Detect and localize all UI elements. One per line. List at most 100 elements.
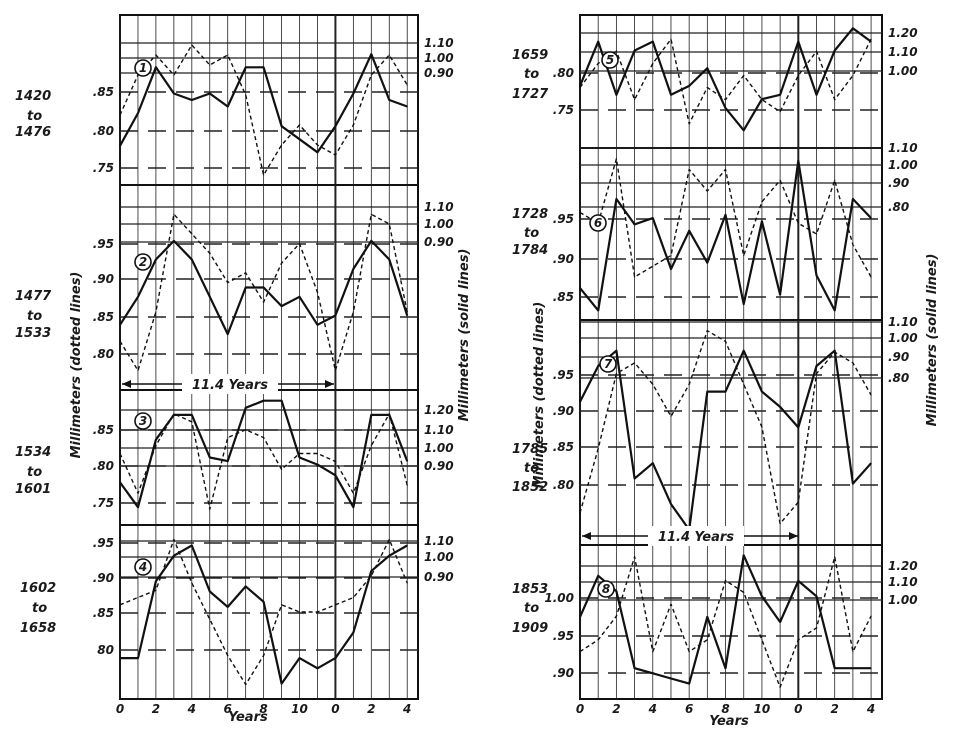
panel-6-right-tick: .80	[888, 200, 909, 214]
panel-1: 1.101.000.90 .85 .80 .75 1	[93, 14, 454, 185]
panel-5-right-tick: 1.00	[888, 64, 918, 78]
panel-1-solid-point	[263, 66, 265, 68]
panel-7-solid-point	[779, 406, 781, 408]
panel-1-solid-point	[137, 112, 139, 114]
panel-5-dotted-point	[579, 86, 581, 89]
panel-8-x-tick: 10	[754, 702, 771, 716]
panel-4-left-tick: 80	[97, 643, 114, 657]
panel-7-dotted-point	[579, 512, 581, 514]
panel-5-left-tick: .80	[553, 66, 574, 80]
panel-5-solid-point	[743, 129, 745, 131]
panel-3-right-tick: 1.20	[424, 403, 454, 417]
panel-3-solid-point	[137, 506, 139, 508]
panel-5-solid-point	[615, 94, 617, 96]
panel-8-solid-point	[724, 667, 727, 669]
panel-1-solid-point	[334, 125, 337, 127]
panel-5-solid-point	[724, 107, 727, 109]
panel-4-x-tick: 4	[187, 702, 196, 716]
panel-3-left-tick: .75	[93, 496, 114, 510]
panel-3-dotted-point	[352, 492, 354, 494]
panel-4-x-tick: 0	[116, 702, 124, 716]
panel-1-solid-point	[155, 66, 157, 68]
panel-5-dotted-point	[761, 99, 763, 101]
panel-3-solid-point	[316, 464, 319, 466]
panel-5-period-line: 1727	[512, 87, 549, 102]
panel-8-solid-point	[743, 554, 745, 556]
panel-2-dotted-point	[245, 272, 247, 274]
panel-4-solid-point	[227, 606, 229, 608]
panel-1-dotted-point	[119, 114, 121, 116]
panel-5-period-label: 1659 to 1727	[512, 48, 549, 102]
panel-5-right-tick: 1.10	[888, 45, 918, 59]
panel-4-right-tick: 0.90	[424, 570, 454, 584]
panel-3-solid-point	[191, 414, 193, 416]
panel-4-dotted-point	[173, 538, 175, 541]
panel-4-x-tick: 6	[224, 702, 232, 716]
panel-8-x-tick: 0	[576, 702, 584, 716]
panel-1-right-tick: 1.00	[424, 51, 454, 65]
panel-7-solid-point	[834, 350, 836, 352]
panel-2-right-tick: 1.00	[424, 217, 454, 231]
panel-2-solid-point	[388, 258, 390, 261]
panel-6-period-line: to	[524, 226, 539, 241]
panel-6-dotted-point	[761, 201, 763, 203]
panel-4: 1.10 1.00 0.90 .95 .90 .85 80 4 0 2 4 6 8 10 0 2 4	[93, 524, 454, 716]
panel-8-dotted-point	[815, 627, 818, 629]
panel-6-dotted-point	[870, 276, 872, 278]
panel-5-solid-point	[797, 41, 799, 43]
panel-1-left-tick: .85	[93, 85, 114, 99]
panel-3-dotted-point	[263, 437, 265, 439]
panel-2: 1.10 1.00 0.90 .95 .90 .85 .80 2	[93, 184, 454, 390]
panel-1-solid-point	[280, 125, 283, 127]
panel-5-dotted-point	[633, 99, 636, 101]
panel-2-solid-point	[352, 268, 354, 270]
panel-5-solid-point	[633, 49, 636, 52]
panel-7-solid-point	[652, 462, 654, 464]
panel-7-solid-point	[815, 365, 818, 367]
panel-2-period-label: 1477 to 1533	[15, 289, 52, 341]
panel-7-solid-point	[743, 350, 745, 352]
panel-5-left-tick: .75	[553, 103, 574, 117]
panel-7-dotted-point	[706, 330, 708, 332]
panel-6-solid-point	[797, 160, 799, 162]
panel-3: 1.20 1.10 1.00 0.90 .85 .80 .75 3	[93, 389, 454, 525]
panel-2-dotted-point	[227, 282, 229, 284]
panel-6-dotted-point	[706, 190, 708, 192]
panel-1-number: 1	[139, 61, 147, 75]
panel-6-solid-point	[688, 230, 690, 232]
panel-1-period-line: 1476	[15, 125, 51, 140]
panel-4-solid-point	[155, 580, 157, 582]
panel-1-solid-point	[352, 92, 354, 95]
panel-4-dotted-point	[298, 611, 301, 613]
panel-6-solid-point	[597, 309, 599, 312]
panel-8-solid-point	[688, 683, 690, 685]
right-axis-label-right-column: Millimeters (solid lines)	[925, 254, 940, 427]
panel-4-solid-point	[191, 544, 193, 547]
panel-3-right-tick: 1.10	[424, 423, 454, 437]
panel-3-dotted-point	[388, 413, 390, 415]
panel-6-period-label: 1728 to 1784	[512, 207, 548, 258]
panel-4-solid-point	[352, 631, 354, 634]
panel-5-solid-point	[652, 41, 654, 43]
panel-5-dotted-point	[706, 86, 708, 89]
panel-3-period-line: to	[27, 465, 42, 480]
cycle-annotation-left: 11.4 Years	[122, 374, 334, 394]
panel-1-number-badge: 1	[134, 59, 152, 77]
panel-3-solid-point	[352, 506, 354, 508]
panel-5: 1.20 1.10 1.00 .80 .75 5	[553, 14, 918, 148]
panel-8-dotted-point	[743, 591, 745, 593]
panel-3-solid-point	[263, 400, 265, 402]
panel-7-solid-point	[761, 390, 763, 393]
panel-7-period-line: 1785	[512, 442, 548, 457]
panel-8-dotted-point	[706, 639, 708, 641]
panel-8-solid-point	[852, 667, 854, 669]
panel-8-x-tick: 0	[794, 702, 802, 716]
panel-8-right-tick: 1.10	[888, 575, 918, 589]
panel-2-solid-point	[334, 314, 337, 317]
panel-3-number: 3	[139, 414, 147, 428]
panel-6-solid-point	[615, 198, 617, 200]
panel-2-solid-point	[137, 296, 139, 298]
panel-4-left-tick: .90	[93, 571, 114, 585]
